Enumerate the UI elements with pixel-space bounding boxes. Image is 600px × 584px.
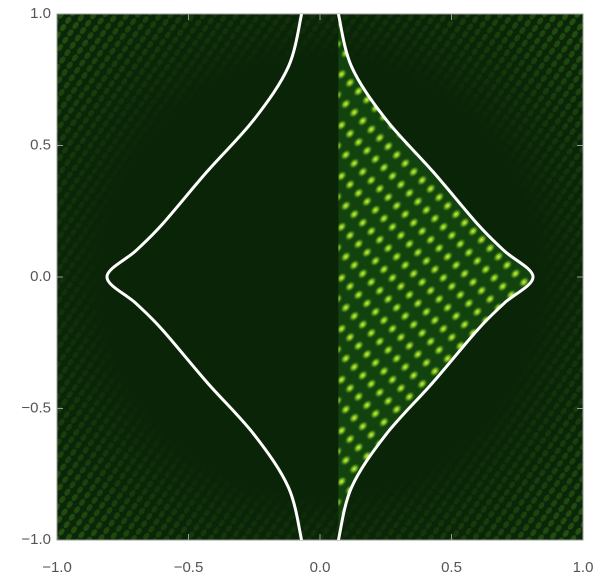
x-tick-label: 0.0: [310, 559, 331, 576]
y-tick-label: −1.0: [21, 531, 51, 548]
density-field: [57, 14, 583, 540]
y-tick-label: −0.5: [21, 399, 51, 416]
caustic-curve: [105, 14, 535, 540]
x-tick-label: −1.0: [42, 559, 72, 576]
y-tick-label: 0.0: [30, 268, 51, 285]
y-tick-label: 1.0: [30, 5, 51, 22]
x-tick-label: 0.5: [441, 559, 462, 576]
y-tick-label: 0.5: [30, 136, 51, 153]
x-tick-label: 1.0: [573, 559, 594, 576]
x-tick-label: −0.5: [174, 559, 204, 576]
